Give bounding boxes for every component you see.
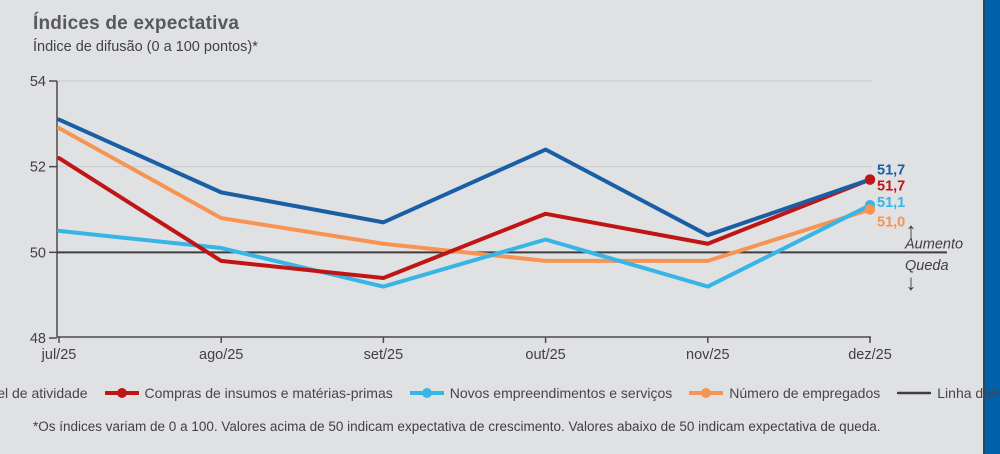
decrease-arrow-icon: ↓ [906, 270, 917, 295]
x-tick-label: out/25 [525, 347, 565, 363]
series-line-numero-de-empregados [57, 126, 872, 263]
chart-legend: Nível de atividade Compras de insumos e m… [0, 381, 1000, 405]
legend-label: Novos empreendimentos e serviços [449, 385, 673, 401]
page-subtitle: Índice de difusão (0 a 100 pontos)* [33, 39, 258, 55]
legend-marker-icon [897, 391, 932, 395]
decrease-label: Queda [905, 258, 949, 274]
legend-item-nivel-de-atividade: Nível de atividade [0, 385, 88, 401]
y-tick-label: 48 [30, 331, 46, 347]
end-value-label-novos-empreendimentos-e-servicos: 51,1 [877, 195, 905, 211]
series-line-nivel-de-atividade [57, 117, 872, 238]
page-title: Índices de expectativa [33, 13, 240, 34]
series-endpoint-compras-de-insumos-e-materias-primas [864, 174, 876, 185]
end-value-label-numero-de-empregados: 51,0 [877, 215, 905, 231]
legend-label: Nível de atividade [0, 385, 88, 401]
legend-label: Linha divisória [937, 385, 1000, 401]
legend-item-novos-empreendimentos-e-servicos: Novos empreendimentos e serviços [409, 385, 673, 401]
legend-marker-icon [689, 388, 724, 398]
x-tick-label: nov/25 [686, 347, 730, 363]
legend-item-numero-de-empregados: Número de empregados [689, 385, 880, 401]
legend-marker-icon [409, 388, 444, 398]
end-value-label-nivel-de-atividade: 51,7 [877, 163, 905, 179]
y-tick-label: 52 [30, 160, 46, 176]
x-tick-label: set/25 [364, 347, 404, 363]
increase-label: Aumento [904, 237, 963, 253]
x-tick-label: ago/25 [199, 347, 243, 363]
x-tick-label: jul/25 [41, 347, 77, 363]
series-endpoint-numero-de-empregados [864, 204, 876, 215]
footnote: *Os índices variam de 0 a 100. Valores a… [33, 419, 881, 434]
increase-arrow-icon: ↑ [906, 218, 917, 243]
legend-item-compras-de-insumos-e-materias-primas: Compras de insumos e matérias-primas [104, 385, 393, 401]
y-tick-label: 54 [30, 74, 46, 90]
legend-label: Número de empregados [729, 385, 881, 401]
right-accent-bar [983, 0, 1000, 454]
y-tick-label: 50 [30, 245, 46, 261]
series-line-compras-de-insumos-e-materias-primas [57, 156, 872, 281]
legend-label: Compras de insumos e matérias-primas [144, 385, 393, 401]
legend-marker-icon [104, 388, 139, 398]
end-value-label-compras-de-insumos-e-materias-primas: 51,7 [877, 179, 905, 195]
legend-item-linha-divisoria: Linha divisória [897, 385, 1000, 401]
x-tick-label: dez/25 [848, 347, 892, 363]
